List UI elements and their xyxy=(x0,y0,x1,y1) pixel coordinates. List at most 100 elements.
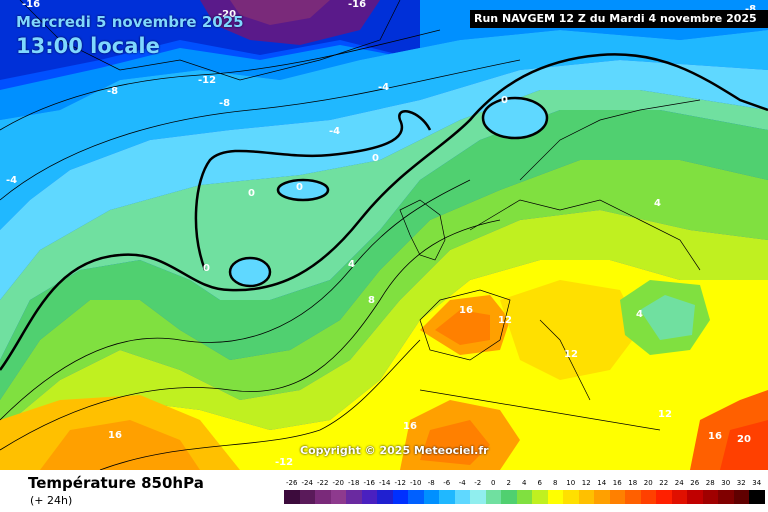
contour-label: -8 xyxy=(107,86,118,97)
lead-time: (+ 24h) xyxy=(30,494,73,507)
legend-swatch xyxy=(377,490,393,504)
coastline-greenland xyxy=(19,0,401,81)
contour-label: -4 xyxy=(329,126,340,137)
legend-swatch xyxy=(439,490,455,504)
legend-swatch xyxy=(656,490,672,504)
light-cyan-band xyxy=(0,60,768,300)
temperature-map: -16 -20 -16 -8 -12 -8 -8 -4 -4 -4 0 0 0 … xyxy=(0,0,768,470)
contour-label: -8 xyxy=(745,4,756,15)
zero-isotherm-pocket-1 xyxy=(481,96,549,140)
legend-tick-label: 24 xyxy=(674,479,684,487)
legend-swatch xyxy=(346,490,362,504)
contour-label: 12 xyxy=(498,315,512,326)
contour-label: 0 xyxy=(501,95,508,106)
legend-swatch xyxy=(625,490,641,504)
legend-tick-label: -22 xyxy=(317,479,329,487)
legend-swatch xyxy=(563,490,579,504)
contour-label: 16 xyxy=(708,431,722,442)
coastline-british-isles xyxy=(399,199,446,261)
legend-tick-label: 2 xyxy=(506,479,511,487)
contour-label: 12 xyxy=(658,409,672,420)
purple-core xyxy=(230,0,330,25)
legend-tick-label: -16 xyxy=(363,479,375,487)
legend-tick-label: -6 xyxy=(443,479,451,487)
isotherm-minus-4 xyxy=(0,59,521,201)
legend-swatch xyxy=(423,490,439,504)
legend-tick-label: -18 xyxy=(348,479,360,487)
zero-isotherm-pocket-2 xyxy=(276,178,330,202)
legend-tick-label: -4 xyxy=(458,479,466,487)
legend-tick-label: -12 xyxy=(394,479,406,487)
contour-label: 20 xyxy=(737,434,751,445)
legend-swatch xyxy=(594,490,610,504)
mild-green-zone xyxy=(0,110,768,470)
central-europe-warm xyxy=(500,280,640,380)
contour-label: 8 xyxy=(368,295,375,306)
legend-tick-label: 0 xyxy=(491,479,496,487)
yellow-green-zone xyxy=(0,160,768,470)
legend-swatch xyxy=(578,490,594,504)
contour-labels: -16 -20 -16 -8 -12 -8 -8 -4 -4 -4 0 0 0 … xyxy=(6,0,756,468)
legend-tick-label: 6 xyxy=(537,479,542,487)
contour-label: -4 xyxy=(6,175,17,186)
legend-swatch xyxy=(392,490,408,504)
legend-swatch xyxy=(547,490,563,504)
legend-tick-label: 30 xyxy=(721,479,731,487)
legend-swatch xyxy=(330,490,346,504)
color-scale xyxy=(284,490,765,504)
isotherm-12 xyxy=(99,339,421,470)
isotherm-8 xyxy=(0,219,501,451)
legend-tick-label: -10 xyxy=(410,479,422,487)
warm-east-core xyxy=(720,420,768,470)
contour-label: 4 xyxy=(348,259,355,270)
legend-tick-label: 10 xyxy=(566,479,576,487)
contour-label: -16 xyxy=(348,0,366,10)
contour-label: -12 xyxy=(198,75,216,86)
legend-tick-label: 28 xyxy=(705,479,715,487)
zero-isotherm-pocket-3 xyxy=(228,256,272,288)
legend-tick-label: 4 xyxy=(522,479,527,487)
legend-swatch xyxy=(718,490,734,504)
legend-swatch xyxy=(516,490,532,504)
legend-tick-label: 34 xyxy=(752,479,762,487)
coastline-scandinavia xyxy=(519,99,701,181)
contour-label: 0 xyxy=(372,153,379,164)
warm-orange-sw-core xyxy=(40,420,200,470)
legend-swatch xyxy=(454,490,470,504)
contour-label: -8 xyxy=(219,98,230,109)
coastline-north-africa xyxy=(419,389,661,431)
cool-pocket-balkans-core xyxy=(640,295,695,340)
contour-label: 0 xyxy=(248,188,255,199)
coastline-iberia xyxy=(419,289,511,361)
legend-tick-label: -24 xyxy=(301,479,313,487)
legend-swatch xyxy=(408,490,424,504)
contour-label: 4 xyxy=(636,309,643,320)
legend-tick-label: 14 xyxy=(597,479,607,487)
legend-swatch xyxy=(361,490,377,504)
warm-north-africa-core xyxy=(420,420,490,465)
contour-label: 0 xyxy=(296,182,303,193)
legend-tick-label: 22 xyxy=(659,479,669,487)
legend-swatch xyxy=(749,490,765,504)
legend-tick-label: 12 xyxy=(581,479,591,487)
legend-tick-label: 32 xyxy=(736,479,746,487)
copyright-notice: Copyright © 2025 Meteociel.fr xyxy=(300,444,489,457)
contour-label: 4 xyxy=(654,198,661,209)
legend-swatch xyxy=(315,490,331,504)
zero-isotherm xyxy=(0,53,768,371)
legend-tick-label: -26 xyxy=(286,479,298,487)
near-zero-zone xyxy=(0,90,768,470)
contour-label: 12 xyxy=(564,349,578,360)
legend-tick-label: 26 xyxy=(690,479,700,487)
legend-swatch xyxy=(299,490,315,504)
legend-tick-label: 20 xyxy=(643,479,653,487)
legend-swatch xyxy=(671,490,687,504)
legend-tick-label: 8 xyxy=(553,479,558,487)
cold-blue-band xyxy=(0,0,768,120)
legend-swatch xyxy=(687,490,703,504)
legend-swatch xyxy=(640,490,656,504)
warm-iberia-core xyxy=(435,310,490,345)
zero-isotherm-inner xyxy=(194,110,432,271)
lime-zone xyxy=(0,210,768,470)
legend-tick-label: 18 xyxy=(628,479,638,487)
